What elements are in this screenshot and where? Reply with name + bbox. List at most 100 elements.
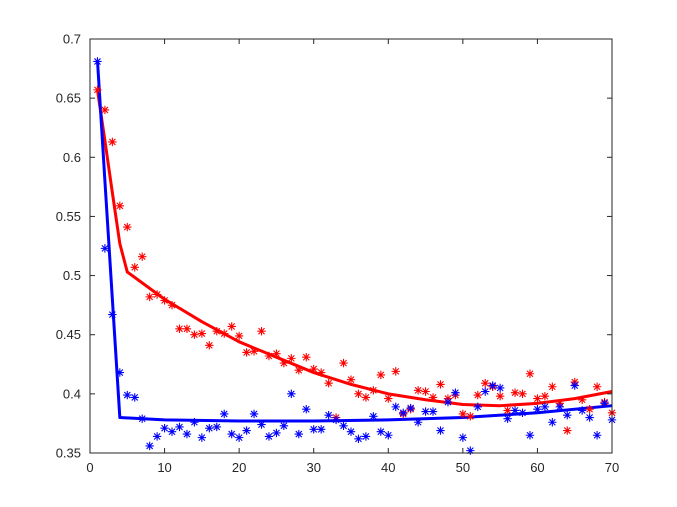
series-1-point [302, 352, 311, 362]
series-1-point [309, 364, 318, 374]
series-2-point [540, 402, 550, 412]
series-2-point [600, 399, 609, 408]
x-tick-label: 40 [381, 460, 395, 475]
series-2-point [93, 57, 102, 66]
series-2-point [115, 368, 125, 377]
series-2-point [264, 432, 274, 441]
series-1-point [354, 389, 363, 399]
series-1-point [138, 252, 147, 261]
series-1-point [123, 222, 132, 232]
series-1-point [391, 367, 400, 376]
x-tick-label: 20 [232, 460, 246, 475]
series-2-point [160, 423, 169, 433]
series-2-point [473, 402, 482, 412]
series-1-point [376, 370, 386, 380]
y-tick-label: 0.35 [56, 446, 81, 461]
series-2-point [533, 405, 542, 414]
series-1-point [473, 390, 482, 400]
series-1-point [115, 201, 125, 210]
x-tick-label: 0 [86, 460, 93, 475]
series-1-point [152, 290, 162, 299]
series-2-point [376, 427, 386, 436]
series-1-markers [93, 85, 617, 435]
series-2-point [577, 406, 587, 415]
series-1-point [294, 366, 303, 375]
series-1-point [428, 393, 438, 402]
series-1-point [369, 386, 378, 395]
series-1-point [264, 351, 274, 361]
series-1-point [160, 296, 169, 305]
series-1-point [182, 324, 192, 333]
series-2-point [294, 429, 303, 439]
fit-lines [95, 60, 613, 423]
series-2-point [361, 432, 371, 441]
series-1-point [272, 349, 281, 358]
y-tick-label: 0.5 [63, 268, 81, 283]
x-tick-label: 60 [530, 460, 544, 475]
axes: 0 10 20 30 40 50 60 70 0.35 0.4 0.45 0.5 0.55 0.6 0.65… [56, 32, 620, 476]
series-2-point [436, 426, 445, 435]
series-1-point [212, 326, 221, 336]
series-1-point [518, 389, 527, 399]
x-tick-label: 10 [157, 460, 171, 475]
series-2-point [391, 402, 400, 412]
axes-box [89, 38, 613, 454]
series-1-point [279, 358, 289, 368]
series-1-point [257, 326, 266, 336]
series-1-point [384, 394, 393, 403]
x-tick-label: 30 [306, 460, 320, 475]
series-1-point [592, 382, 602, 391]
series-1-point [548, 382, 557, 391]
series-2-point [510, 406, 520, 415]
series-1-point [421, 387, 430, 396]
fit-line-2 [95, 60, 613, 423]
series-2-point [384, 431, 393, 440]
series-1-point [249, 347, 259, 356]
y-tick-label: 0.4 [63, 386, 81, 401]
series-1-point [361, 393, 371, 402]
series-2-point [324, 410, 333, 420]
series-2-point [130, 393, 139, 402]
series-2-point [138, 414, 147, 423]
series-2-point [190, 418, 199, 427]
series-1-point [242, 348, 251, 357]
series-1-point [339, 358, 348, 368]
series-1-point [436, 380, 445, 389]
series-2-point [302, 405, 311, 414]
series-2-point [525, 431, 535, 440]
fit-line-1 [95, 89, 613, 408]
series-1-point [108, 137, 117, 147]
series-1-point [145, 292, 154, 302]
series-2-point [570, 381, 579, 390]
y-tick-label: 0.6 [63, 150, 81, 165]
x-tick-label: 70 [605, 460, 619, 475]
series-2-point [346, 427, 356, 436]
series-1-point [413, 386, 423, 395]
series-2-markers [93, 57, 617, 455]
series-1-point [510, 388, 520, 397]
y-tick-label: 0.7 [63, 32, 81, 47]
series-1-point [316, 368, 326, 377]
y-tick-label: 0.65 [56, 91, 81, 106]
series-1-point [93, 85, 102, 95]
series-1-point [324, 379, 333, 388]
series-1-point [533, 394, 542, 403]
series-1-point [563, 426, 572, 435]
series-2-point [220, 409, 229, 419]
series-2-point [242, 426, 251, 435]
series-2-point [152, 432, 162, 441]
series-1-point [585, 405, 594, 414]
y-tick-label: 0.55 [56, 209, 81, 224]
series-2-point [458, 433, 468, 442]
series-1-point [220, 329, 229, 338]
series-2-point [563, 410, 572, 420]
series-1-point [481, 379, 490, 388]
series-2-point [123, 390, 132, 400]
series-2-point [197, 433, 207, 442]
series-1-point [458, 409, 468, 419]
data-markers [93, 57, 617, 455]
series-1-point [130, 263, 139, 272]
series-1-point [190, 330, 199, 339]
series-2-point [279, 421, 289, 430]
